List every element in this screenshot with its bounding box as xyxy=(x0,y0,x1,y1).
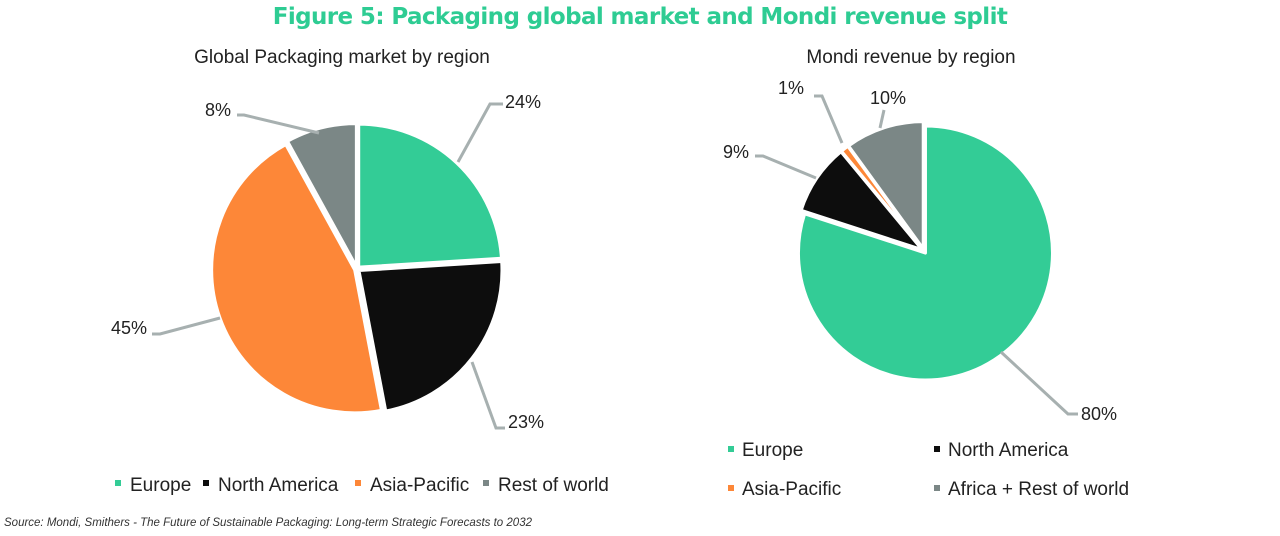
legend-label-asia-pacific: Asia-Pacific xyxy=(742,479,841,500)
leader-line-asia-pacific xyxy=(814,94,844,144)
legend-label-north-america: North America xyxy=(218,475,339,496)
legend-swatch-africa-rest-of-world xyxy=(934,485,940,491)
legend-item-rest-of-world: Rest of world xyxy=(483,475,609,496)
legend-label-asia-pacific: Asia-Pacific xyxy=(370,475,469,496)
legend-label-europe: Europe xyxy=(130,475,191,496)
data-label-asia-pacific: 1% xyxy=(778,78,804,98)
legend-item-asia-pacific: Asia-Pacific xyxy=(355,475,469,496)
leader-line-europe xyxy=(999,350,1078,416)
slice-asia-pacific xyxy=(210,143,383,415)
data-label-north-america: 9% xyxy=(723,142,749,162)
slice-europe xyxy=(357,122,503,269)
legend-swatch-asia-pacific xyxy=(728,485,734,491)
leader-line-africa-rest-of-world xyxy=(878,109,886,129)
slice-africa-rest-of-world xyxy=(847,120,925,251)
legend-label-europe: Europe xyxy=(742,440,803,461)
legend-label-africa-rest-of-world: Africa + Rest of world xyxy=(948,479,1129,500)
data-label-north-america: 23% xyxy=(508,412,544,432)
data-label-europe: 80% xyxy=(1081,404,1117,424)
figure-title: Figure 5: Packaging global market and Mo… xyxy=(272,4,1008,30)
slice-north-america xyxy=(357,260,504,413)
chart-title-mondi-revenue: Mondi revenue by region xyxy=(806,47,1015,68)
data-label-africa-rest-of-world: 10% xyxy=(870,88,906,108)
data-label-europe: 24% xyxy=(505,92,541,112)
leader-line-europe xyxy=(456,102,503,163)
legend-swatch-north-america xyxy=(934,446,940,452)
legend-item-europe: Europe xyxy=(728,440,803,461)
legend-swatch-europe xyxy=(728,446,734,452)
leader-line-north-america xyxy=(755,154,817,180)
leader-line-rest-of-world xyxy=(237,113,320,135)
source-note: Source: Mondi, Smithers - The Future of … xyxy=(4,517,532,529)
legend-item-africa-rest-of-world: Africa + Rest of world xyxy=(934,479,1129,500)
slice-rest-of-world xyxy=(285,122,358,269)
leader-line-asia-pacific xyxy=(152,316,221,336)
pie-chart-mondi-revenue: Mondi revenue by region 80% 9% 1% 10% Eu… xyxy=(723,47,1129,500)
leader-line-north-america xyxy=(470,361,505,430)
legend-label-north-america: North America xyxy=(948,440,1069,461)
data-label-asia-pacific: 45% xyxy=(111,318,147,338)
legend-mondi-revenue: Europe North America Asia-Pacific Africa… xyxy=(728,440,1129,500)
legend-global-market: Europe North America Asia-Pacific Rest o… xyxy=(115,475,609,496)
chart-title-global-market: Global Packaging market by region xyxy=(194,47,490,68)
legend-swatch-north-america xyxy=(203,480,209,486)
legend-swatch-asia-pacific xyxy=(355,480,361,486)
legend-swatch-rest-of-world xyxy=(483,480,489,486)
slice-europe xyxy=(796,124,1054,382)
legend-item-north-america: North America xyxy=(934,440,1069,461)
legend-swatch-europe xyxy=(115,480,121,486)
pie-chart-global-market: Global Packaging market by region 24% 23… xyxy=(111,47,609,496)
legend-item-asia-pacific: Asia-Pacific xyxy=(728,479,841,500)
legend-label-rest-of-world: Rest of world xyxy=(498,475,609,496)
legend-item-europe: Europe xyxy=(115,475,191,496)
legend-item-north-america: North America xyxy=(203,475,339,496)
data-label-rest-of-world: 8% xyxy=(205,100,231,120)
